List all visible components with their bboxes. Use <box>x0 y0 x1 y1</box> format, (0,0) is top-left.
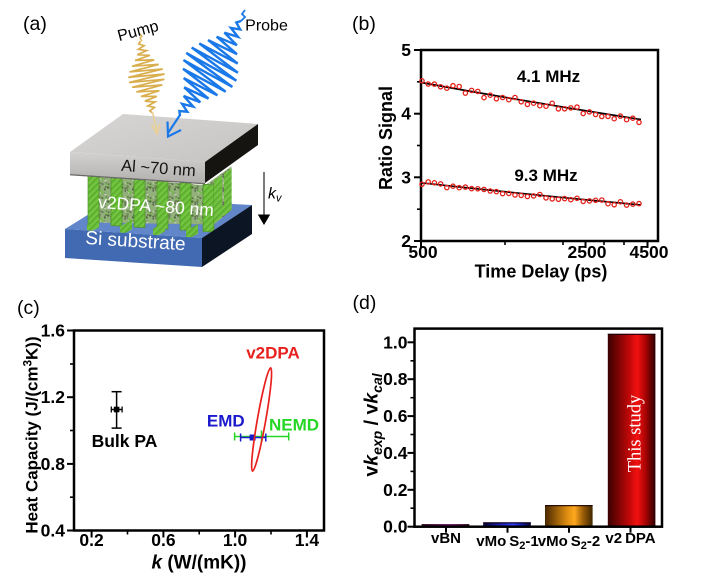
svg-text:2: 2 <box>401 231 411 251</box>
svg-text:vBN: vBN <box>431 530 461 547</box>
svg-text:vMo S2-1: vMo S2-1 <box>476 533 538 552</box>
svg-text:0.2: 0.2 <box>79 530 104 550</box>
svg-text:Bulk PA: Bulk PA <box>92 431 158 451</box>
svg-text:4.1 MHz: 4.1 MHz <box>517 67 580 86</box>
svg-text:This study: This study <box>626 394 646 472</box>
svg-text:vMo S2-2: vMo S2-2 <box>538 533 600 552</box>
svg-text:1.2: 1.2 <box>41 387 66 407</box>
svg-text:EMD: EMD <box>207 412 245 431</box>
svg-text:(b): (b) <box>352 13 376 35</box>
svg-text:Ratio Signal: Ratio Signal <box>376 86 396 190</box>
svg-text:1.4: 1.4 <box>295 530 320 550</box>
svg-text:k (W/(mK)): k (W/(mK)) <box>152 553 247 574</box>
svg-text:0.6: 0.6 <box>151 530 176 550</box>
svg-text:0.0: 0.0 <box>383 517 408 537</box>
svg-text:500: 500 <box>408 242 437 262</box>
svg-text:Probe: Probe <box>245 18 288 35</box>
svg-text:(d): (d) <box>353 292 377 314</box>
svg-text:1.0: 1.0 <box>383 332 408 352</box>
svg-text:Heat Capacity (J/(cm3K)): Heat Capacity (J/(cm3K)) <box>23 336 42 533</box>
svg-text:Time Delay (ps): Time Delay (ps) <box>475 262 608 282</box>
svg-text:0.8: 0.8 <box>41 454 66 474</box>
svg-text:0.4: 0.4 <box>383 443 408 463</box>
svg-text:4: 4 <box>401 104 411 124</box>
svg-text:v2DPA: v2DPA <box>246 344 300 363</box>
svg-text:3: 3 <box>401 167 411 187</box>
svg-text:0.6: 0.6 <box>383 406 408 426</box>
svg-text:0.2: 0.2 <box>383 480 408 500</box>
svg-text:v2 DPA: v2 DPA <box>605 530 655 547</box>
svg-text:0.8: 0.8 <box>383 369 408 389</box>
svg-text:(a): (a) <box>23 13 47 35</box>
svg-text:2500: 2500 <box>568 242 607 262</box>
svg-text:NEMD: NEMD <box>269 416 319 435</box>
svg-text:4500: 4500 <box>630 242 669 262</box>
svg-text:9.3 MHz: 9.3 MHz <box>514 166 577 185</box>
svg-text:0.4: 0.4 <box>41 521 66 541</box>
svg-text:1.6: 1.6 <box>41 321 66 341</box>
svg-text:5: 5 <box>401 40 411 60</box>
svg-text:Al ~70 nm: Al ~70 nm <box>121 157 197 180</box>
svg-text:(c): (c) <box>17 297 40 319</box>
svg-text:1.0: 1.0 <box>223 530 248 550</box>
